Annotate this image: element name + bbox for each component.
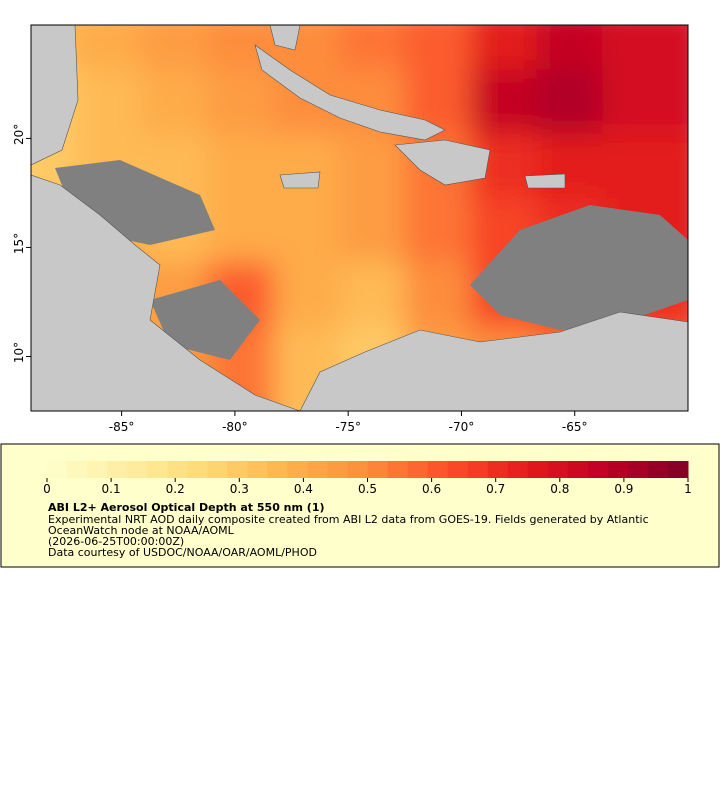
colorbar-swatch [287,461,308,478]
colorbar-swatch [307,461,328,478]
colorbar-swatch [327,461,348,478]
jamaica [279,171,321,189]
y-tick-label: 15° [12,233,26,254]
cuba [254,44,446,141]
y-tick-label: 20° [12,124,26,145]
x-tick-label: -80° [222,420,248,434]
colorbar-swatch [607,461,629,478]
colorbar-swatch [447,461,469,478]
caption-line: Experimental NRT AOD daily composite cre… [48,513,649,526]
colorbar-swatch [487,461,509,478]
colorbar-swatch [567,461,589,478]
colorbar-swatch [527,461,549,478]
colorbar-swatch [47,461,68,478]
colorbar-swatch [547,461,569,478]
colorbar-swatch [347,461,368,478]
florida [269,25,301,51]
colorbar-tick-label: 0.6 [422,482,441,496]
map-frame [30,24,689,412]
x-tick-label: -65° [562,420,588,434]
map-axes: -85° -80° -75° -70° -65° 20° 15° 10° [12,124,588,434]
colorbar-tick-label: 0.1 [102,482,121,496]
colorbar-tick-label: 0.2 [166,482,185,496]
colorbar-tick-label: 0.7 [486,482,505,496]
south-america [299,311,688,411]
colorbar-swatch [627,461,649,478]
colorbar-tick-label: 0.3 [230,482,249,496]
colorbar-tick-label: 0.5 [358,482,377,496]
yucatan [31,25,79,166]
colorbar-swatch [127,461,148,478]
x-tick-label: -85° [109,420,135,434]
puerto-rico [524,173,566,189]
colorbar-swatch [267,461,288,478]
colorbar-tick-label: 0.8 [550,482,569,496]
colorbar-swatch [367,461,389,478]
colorbar-swatch [667,461,689,478]
colorbar-swatch [187,461,208,478]
colorbar-swatch [427,461,449,478]
colorbar-swatch [467,461,489,478]
colorbar-swatch [67,461,88,478]
y-tick-label: 10° [12,342,26,363]
land [31,25,688,411]
colorbar-tick-label: 1 [684,482,692,496]
caption-title: ABI L2+ Aerosol Optical Depth at 550 nm … [48,501,325,514]
cloud-mask [470,205,688,330]
map-area [31,25,688,411]
colorbar-swatch [407,461,429,478]
colorbar-tick-label: 0 [43,482,51,496]
colorbar-swatch [387,461,409,478]
colorbar-swatch [227,461,248,478]
colorbar-swatch [647,461,669,478]
colorbar-swatch [587,461,609,478]
colorbar-swatch [167,461,188,478]
colorbar-swatch [247,461,268,478]
colorbar-swatch [107,461,128,478]
colorbar-swatch [147,461,168,478]
caption-line: OceanWatch node at NOAA/AOML [48,524,235,537]
x-tick-label: -70° [449,420,475,434]
hispaniola [394,139,491,186]
caption-line: (2026-06-25T00:00:00Z) [48,535,184,548]
central-america [31,174,301,411]
colorbar: 0 0.1 0.2 0.3 0.4 0.5 0.6 0.7 0.8 0.9 1 [43,461,692,496]
colorbar-swatch [507,461,529,478]
colorbar-swatch [207,461,228,478]
caption-line: Data courtesy of USDOC/NOAA/OAR/AOML/PHO… [48,546,317,559]
cloud-mask [150,280,260,360]
colorbar-tick-label: 0.9 [614,482,633,496]
colorbar-tick-label: 0.4 [294,482,313,496]
x-tick-label: -75° [335,420,361,434]
colorbar-swatch [87,461,108,478]
